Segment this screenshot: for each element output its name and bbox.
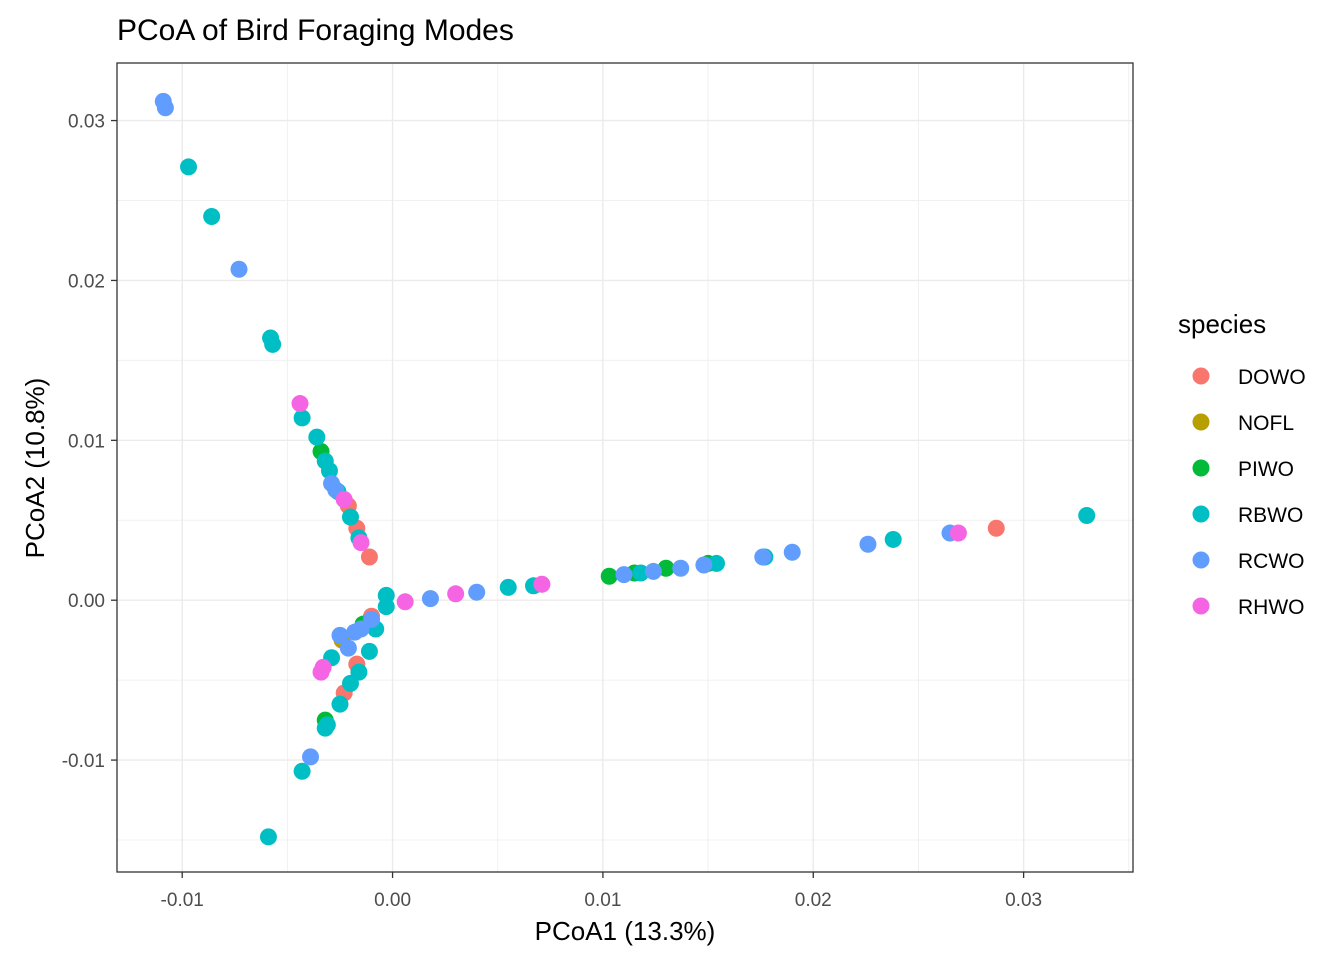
x-tick-label: 0.03 xyxy=(1005,890,1042,911)
x-axis-label: PCoA1 (13.3%) xyxy=(535,916,716,946)
point-rbwo xyxy=(341,674,359,692)
legend-title: species xyxy=(1178,309,1266,339)
point-rcwo xyxy=(156,99,174,117)
legend-label: RHWO xyxy=(1238,596,1305,619)
x-tick-label: -0.01 xyxy=(161,890,204,911)
point-rcwo xyxy=(339,639,357,657)
grid-major xyxy=(117,63,1133,872)
point-rbwo xyxy=(259,828,277,846)
point-rcwo xyxy=(695,556,713,574)
legend-key-dowo xyxy=(1192,367,1210,385)
legend-label: NOFL xyxy=(1238,412,1294,435)
y-axis-label: PCoA2 (10.8%) xyxy=(20,378,50,559)
point-rcwo xyxy=(421,590,439,608)
point-rhwo xyxy=(352,534,370,552)
point-rcwo xyxy=(363,610,381,628)
point-rbwo xyxy=(1078,506,1096,524)
point-rcwo xyxy=(754,548,772,566)
point-rbwo xyxy=(377,598,395,616)
point-rcwo xyxy=(615,566,633,584)
point-rbwo xyxy=(360,642,378,660)
x-tick-label: 0.00 xyxy=(374,890,411,911)
legend-key-piwo xyxy=(1192,459,1210,477)
x-axis: -0.01 0.00 0.01 0.02 0.03 xyxy=(161,872,1042,911)
point-rhwo xyxy=(291,395,309,413)
point-rcwo xyxy=(644,562,662,580)
y-tick-label: -0.01 xyxy=(62,751,105,772)
point-rbwo xyxy=(884,530,902,548)
x-tick-label: 0.02 xyxy=(795,890,832,911)
point-dowo xyxy=(360,548,378,566)
point-rhwo xyxy=(396,593,414,611)
data-points xyxy=(154,92,1096,846)
point-rhwo xyxy=(335,490,353,508)
point-rbwo xyxy=(331,695,349,713)
y-tick-label: 0.03 xyxy=(68,112,105,133)
point-rbwo xyxy=(308,428,326,446)
legend-key-rhwo xyxy=(1192,597,1210,615)
point-rbwo xyxy=(316,719,334,737)
legend-key-nofl xyxy=(1192,413,1210,431)
grid-minor xyxy=(117,63,1133,872)
point-rbwo xyxy=(293,409,311,427)
point-rcwo xyxy=(468,583,486,601)
y-tick-label: 0.02 xyxy=(68,271,105,292)
point-rbwo xyxy=(341,508,359,526)
point-rhwo xyxy=(312,663,330,681)
point-rcwo xyxy=(783,543,801,561)
point-rhwo xyxy=(949,524,967,542)
point-rbwo xyxy=(632,564,650,582)
point-rcwo xyxy=(302,748,320,766)
legend-key-rbwo xyxy=(1192,505,1210,523)
y-axis: -0.01 0.00 0.01 0.02 0.03 xyxy=(62,112,117,772)
point-rbwo xyxy=(293,762,311,780)
point-rcwo xyxy=(672,559,690,577)
legend: species DOWO NOFL PIWO RBWO RCWO RHWO xyxy=(1178,309,1306,619)
point-rhwo xyxy=(447,585,465,603)
x-tick-label: 0.01 xyxy=(584,890,621,911)
plot-panel-border xyxy=(116,62,1134,873)
point-piwo xyxy=(600,567,618,585)
point-rcwo xyxy=(331,626,349,644)
point-rbwo xyxy=(320,462,338,480)
point-rbwo xyxy=(264,335,282,353)
point-rbwo xyxy=(708,554,726,572)
legend-label: DOWO xyxy=(1238,366,1306,389)
legend-key-rcwo xyxy=(1192,551,1210,569)
point-rbwo xyxy=(203,207,221,225)
legend-label: PIWO xyxy=(1238,458,1294,481)
point-rbwo xyxy=(180,158,198,176)
point-rcwo xyxy=(859,535,877,553)
point-rbwo xyxy=(499,578,517,596)
point-rhwo xyxy=(533,575,551,593)
point-rcwo xyxy=(230,260,248,278)
chart-title: PCoA of Bird Foraging Modes xyxy=(117,14,514,47)
legend-label: RBWO xyxy=(1238,504,1303,527)
y-tick-label: 0.01 xyxy=(68,431,105,452)
point-dowo xyxy=(987,519,1005,537)
legend-label: RCWO xyxy=(1238,550,1305,573)
y-tick-label: 0.00 xyxy=(68,591,105,612)
